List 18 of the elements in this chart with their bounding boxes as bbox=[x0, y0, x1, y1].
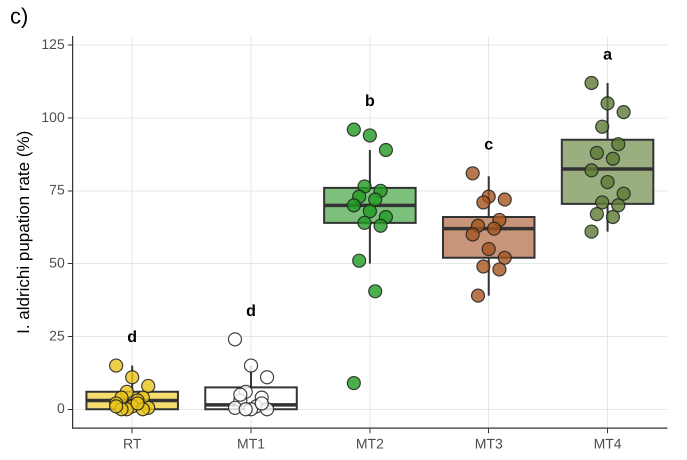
x-tick-label: MT2 bbox=[356, 435, 384, 452]
annotation: b bbox=[364, 93, 375, 110]
y-tick-label: 125 bbox=[41, 36, 65, 52]
y-tick-label: 25 bbox=[49, 327, 65, 344]
x-tick-label: RT bbox=[122, 435, 142, 452]
y-axis-title: I. aldrichi pupation rate (%) bbox=[14, 130, 33, 334]
y-tick-label: 75 bbox=[49, 182, 65, 198]
chart-title: c) bbox=[10, 3, 28, 28]
x-tick-label: MT1 bbox=[237, 435, 266, 452]
annotation: d bbox=[246, 302, 256, 320]
y-tick-label: 0 bbox=[56, 400, 65, 416]
y-tick-label: 100 bbox=[41, 108, 65, 125]
x-tick-label: MT4 bbox=[594, 435, 622, 452]
annotation: c bbox=[484, 136, 494, 154]
annotation: a bbox=[603, 46, 612, 64]
y-tick-label: 50 bbox=[49, 254, 65, 270]
x-tick-label: MT3 bbox=[474, 435, 503, 452]
annotation: d bbox=[127, 328, 138, 346]
